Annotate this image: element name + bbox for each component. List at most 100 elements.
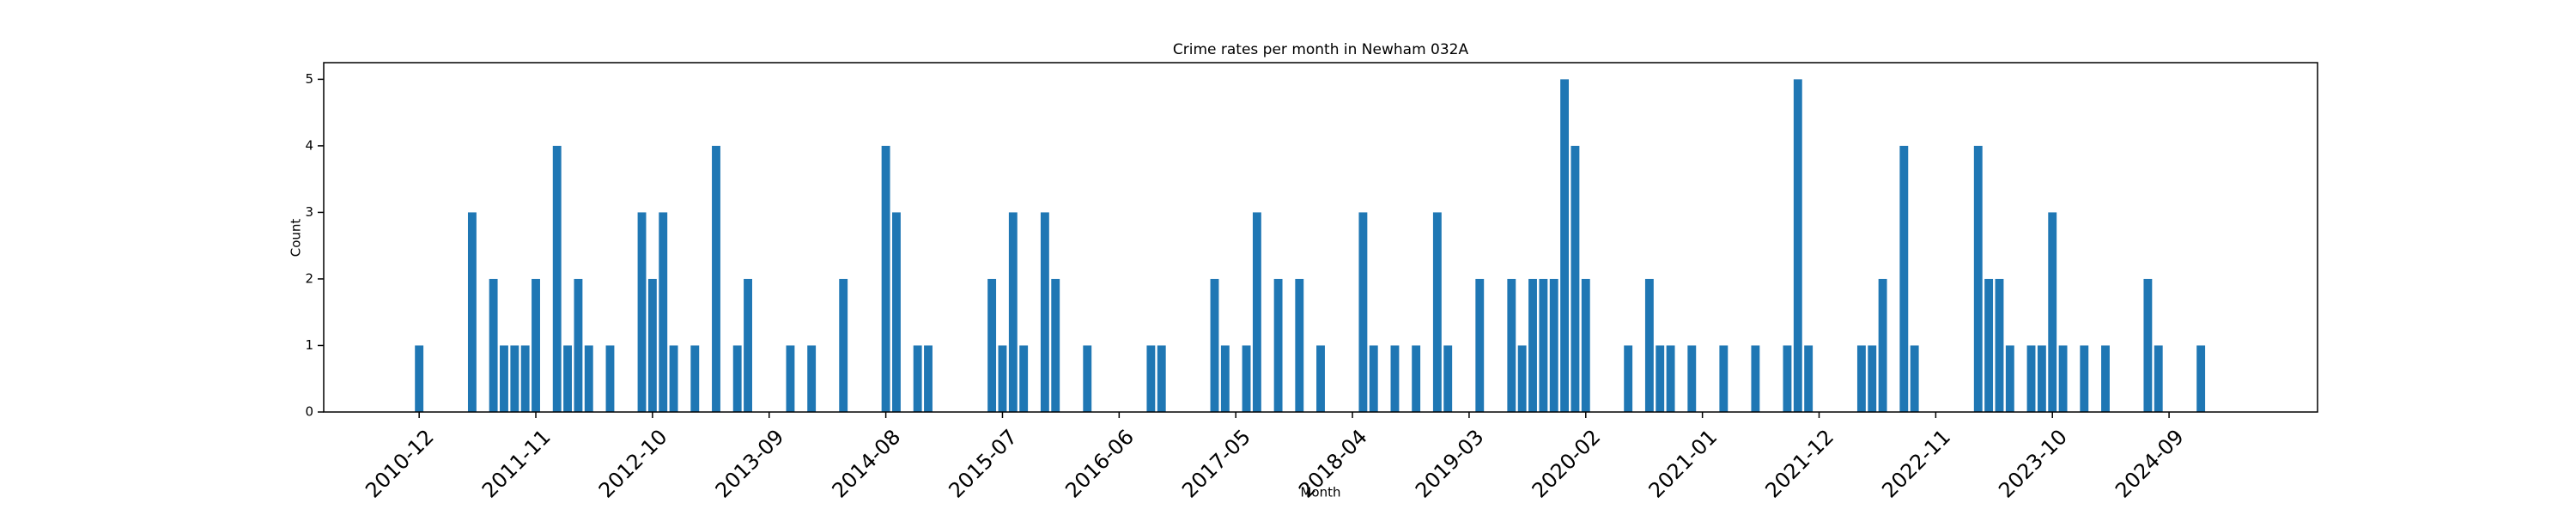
bar xyxy=(605,345,615,412)
bar xyxy=(1793,79,1802,412)
y-axis-label: Count xyxy=(289,219,304,258)
bar xyxy=(1751,345,1760,412)
bar xyxy=(1443,345,1453,412)
bar xyxy=(659,212,668,412)
bar xyxy=(881,145,890,412)
bar xyxy=(1369,345,1378,412)
bar xyxy=(1157,345,1166,412)
x-tick-label: 2011-11 xyxy=(477,425,556,503)
bar xyxy=(1316,345,1325,412)
x-tick-label: 2014-08 xyxy=(828,425,906,503)
chart-title: Crime rates per month in Newham 032A xyxy=(1173,41,1469,58)
y-tick-label: 0 xyxy=(305,404,313,420)
bar xyxy=(532,278,540,412)
bar xyxy=(1687,345,1697,412)
x-tick-label: 2012-10 xyxy=(594,425,672,503)
bar xyxy=(1475,278,1485,412)
bar xyxy=(924,345,933,412)
bar xyxy=(1856,345,1866,412)
bar xyxy=(1995,278,2004,412)
bar xyxy=(1656,345,1665,412)
plot-frame xyxy=(323,62,2318,413)
bar xyxy=(1719,345,1728,412)
bar xyxy=(1549,278,1558,412)
bar xyxy=(712,145,720,412)
bar xyxy=(2058,345,2068,412)
bar xyxy=(2196,345,2206,412)
x-tick-label: 2015-07 xyxy=(944,425,1022,503)
bar xyxy=(786,345,795,412)
x-tick-label: 2021-12 xyxy=(1760,425,1838,503)
bar xyxy=(1581,278,1590,412)
x-tick-label: 2013-09 xyxy=(711,425,789,503)
bar xyxy=(1973,145,1983,412)
bar xyxy=(1040,212,1049,412)
x-tick-label: 2024-09 xyxy=(2111,425,2189,503)
bar xyxy=(1083,345,1092,412)
bar xyxy=(1878,278,1887,412)
bar xyxy=(1539,278,1548,412)
bar xyxy=(1644,278,1654,412)
bar xyxy=(1412,345,1421,412)
x-tick-label: 2016-06 xyxy=(1060,425,1139,503)
bar xyxy=(2026,345,2036,412)
bar xyxy=(1666,345,1675,412)
bar xyxy=(2037,345,2046,412)
x-tick-label: 2020-02 xyxy=(1528,425,1606,503)
bar xyxy=(520,345,530,412)
y-tick-label: 3 xyxy=(305,204,313,220)
bar xyxy=(2005,345,2014,412)
bar xyxy=(1868,345,1877,412)
bar xyxy=(2143,278,2153,412)
bar xyxy=(987,278,997,412)
bar xyxy=(1560,79,1570,412)
bar xyxy=(584,345,593,412)
bar xyxy=(1019,345,1029,412)
bar xyxy=(1517,345,1527,412)
bar xyxy=(1507,278,1516,412)
bar xyxy=(637,212,647,412)
bar xyxy=(1220,345,1230,412)
bar xyxy=(732,345,742,412)
bar xyxy=(500,345,508,412)
bar xyxy=(647,278,657,412)
bar xyxy=(1910,345,1919,412)
y-tick-label: 5 xyxy=(305,71,313,87)
bar xyxy=(839,278,848,412)
bar xyxy=(2154,345,2163,412)
bar xyxy=(669,345,678,412)
x-tick-label: 2010-12 xyxy=(361,425,439,503)
bar xyxy=(690,345,700,412)
bar xyxy=(913,345,922,412)
bar xyxy=(744,278,752,412)
bar xyxy=(1242,345,1251,412)
bar xyxy=(998,345,1007,412)
bar xyxy=(1899,145,1909,412)
bar xyxy=(1432,212,1442,412)
x-tick-label: 2022-11 xyxy=(1877,425,1955,503)
bar xyxy=(1783,345,1792,412)
bar xyxy=(2080,345,2089,412)
y-tick-label: 2 xyxy=(305,270,313,286)
bar xyxy=(552,145,562,412)
bar xyxy=(510,345,519,412)
x-tick-label: 2019-03 xyxy=(1411,425,1489,503)
bar xyxy=(1804,345,1814,412)
x-tick-label: 2023-10 xyxy=(1994,425,2072,503)
bar xyxy=(1051,278,1060,412)
x-axis-label: Month xyxy=(1300,485,1340,500)
y-tick-label: 4 xyxy=(305,137,313,153)
bar xyxy=(2048,212,2057,412)
bar xyxy=(1146,345,1156,412)
bar xyxy=(1273,278,1283,412)
bar xyxy=(415,345,424,412)
bar xyxy=(467,212,477,412)
bar xyxy=(1210,278,1219,412)
bar xyxy=(1295,278,1304,412)
bar xyxy=(489,278,498,412)
bar xyxy=(1528,278,1537,412)
x-tick-label: 2021-01 xyxy=(1644,425,1722,503)
bar xyxy=(1624,345,1633,412)
x-tick-label: 2017-05 xyxy=(1177,425,1255,503)
